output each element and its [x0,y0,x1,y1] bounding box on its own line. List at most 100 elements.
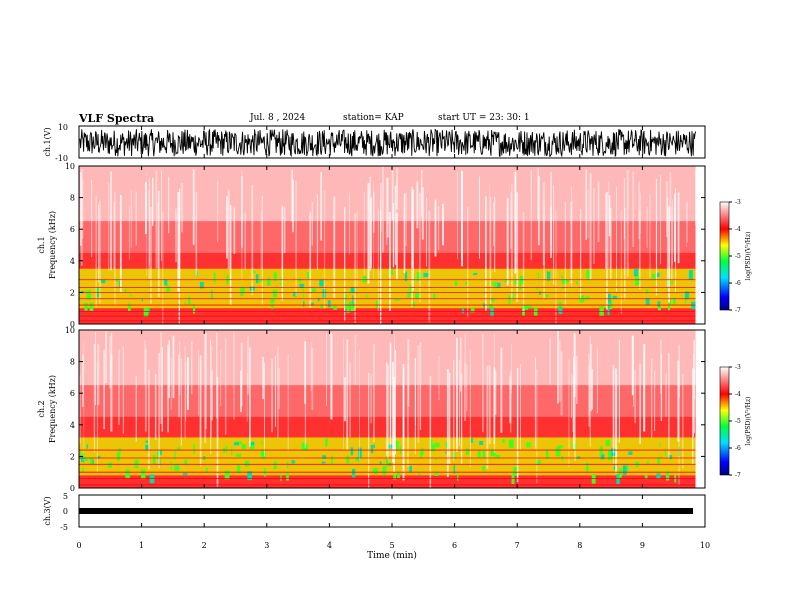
spectrogram-streak [403,368,404,457]
spectrogram-streak [389,341,392,456]
spectrogram-streak [568,359,570,468]
spectrogram-streak [559,340,561,402]
spectrogram-streak [646,206,648,248]
spectrogram-streak [589,173,592,280]
spectrogram-streak [555,210,557,325]
spectrogram-streak [678,344,680,398]
ch2-freq-label: Frequency (kHz) [48,375,57,443]
spectrogram-cell [107,462,113,468]
spectrogram-streak [217,181,219,242]
ch1-ytick-bottom: -10 [55,154,68,163]
spectrogram-cell [600,453,605,460]
spectrogram-streak [550,171,552,245]
spectrogram-cell [473,272,478,275]
spectrogram-streak [442,203,444,246]
ytick-label: 6 [70,225,75,234]
spectrogram-cell [82,467,84,472]
spectrogram-cell [174,450,176,460]
xtick-label: 10 [700,541,710,550]
spectrogram-streak [330,333,333,420]
spectrogram-cell [311,288,316,293]
spectrogram-cell [433,293,436,300]
spectrogram-cell [660,454,662,458]
spectrogram-cell [445,451,447,454]
spectrogram-cell [331,455,334,465]
spectrogram-cell [416,272,421,281]
spectrogram-streak [144,340,146,385]
spectrogram-streak [593,188,595,264]
spectrogram-cell [609,300,613,309]
spectrogram-streak [370,374,372,424]
spectrogram-streak [386,177,389,238]
spectrogram-streak [576,355,578,404]
spectrogram-streak [118,349,120,425]
ytick-label: 10 [65,326,75,335]
spectrogram-cell [430,444,436,452]
spectrogram-cell [657,457,660,464]
spectrogram-streak [283,207,286,254]
ch1-spectrogram-image [79,166,705,330]
spectrogram-cell [555,446,561,457]
spectrogram-cell [125,469,130,479]
spectrogram-streak [417,345,420,444]
spectrogram-blank-strip [695,330,705,488]
spectrogram-streak [522,212,525,313]
spectrogram-streak [178,354,180,418]
spectrogram-cell [497,282,501,288]
spectrogram-streak [195,192,198,276]
spectrogram-cell [84,302,88,311]
spectrogram-streak [310,342,312,392]
spectrogram-streak [490,197,492,305]
spectrogram-streak [180,358,182,446]
spectrogram-cell [116,278,119,283]
spectrogram-cell [656,473,661,479]
spectrogram-streak [549,338,551,385]
spectrogram-cell [234,442,239,446]
spectrogram-streak [419,192,421,303]
spectrogram-streak [178,207,180,324]
spectrogram-streak [363,192,365,276]
spectrogram-cell [193,303,196,314]
spectrogram-cell [508,439,514,449]
spectrogram-streak [99,200,101,304]
spectrogram-streak [694,368,695,434]
spectrogram-streak [128,206,130,260]
spectrogram-cell [241,444,246,449]
spectrogram-cell [387,444,393,449]
spectrogram-cell [508,295,511,305]
spectrogram-streak [587,190,589,239]
spectrogram-streak [596,347,598,414]
spectrogram-cell [545,449,549,460]
spectrogram-streak [386,362,388,457]
spectrogram-cell [490,307,494,317]
spectrogram-streak [184,346,186,439]
spectrogram-cell [152,455,156,465]
spectrogram-cell [519,280,522,290]
spectrogram-streak [148,369,150,470]
spectrogram-cell [273,272,277,282]
spectrogram-streak [162,211,164,330]
spectrogram-streak [287,354,289,453]
ytick-label: 0 [70,484,75,493]
spectrogram-streak [494,367,496,440]
spectrogram-streak [372,191,375,233]
spectrogram-streak [359,349,360,461]
spectrogram-streak [415,359,416,425]
spectrogram-cell [236,453,242,457]
spectrogram-cell [375,300,379,308]
spectrogram-streak [446,369,449,477]
xtick-label: 0 [76,541,81,550]
spectrogram-streak [281,205,284,301]
spectrogram-streak [262,356,264,399]
spectrogram-cell [558,445,564,448]
spectrogram-streak [678,369,680,485]
spectrogram-streak [349,192,350,255]
spectrogram-streak [295,180,297,297]
spectrogram-cell [141,298,143,302]
spectrogram-cell [373,444,375,448]
spectrogram-streak [573,333,576,398]
spectrogram-cell [513,466,518,476]
spectrogram-streak [670,206,673,280]
ch1-ytick-top: 10 [58,123,68,132]
